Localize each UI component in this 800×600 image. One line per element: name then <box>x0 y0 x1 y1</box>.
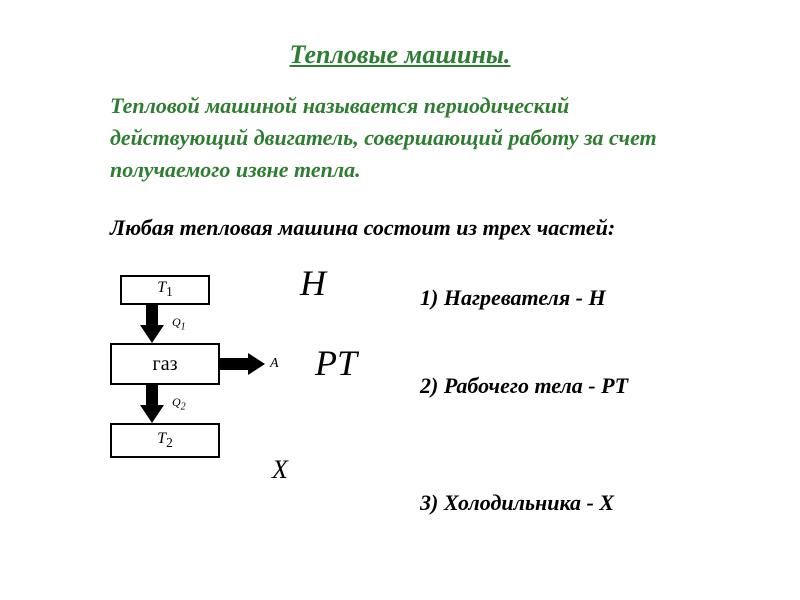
three-parts-subtitle: Любая тепловая машина состоит из трех ча… <box>110 215 750 241</box>
arrow-q1-icon <box>140 305 164 343</box>
letter-H: Н <box>300 262 326 304</box>
heat-engine-diagram: T1 Q1 газ A Q2 T2 Н РТ Х <box>110 260 360 560</box>
list-item-2: 2) Рабочего тела - РТ <box>420 373 628 399</box>
q1-label: Q1 <box>172 315 186 332</box>
q2-label: Q2 <box>172 395 186 412</box>
list-item-3: 3) Холодильника - Х <box>420 490 614 516</box>
definition-text: Тепловой машиной называется периодически… <box>110 90 710 186</box>
arrow-q2-icon <box>140 385 164 423</box>
cooler-box: T2 <box>110 423 220 458</box>
arrow-work-icon <box>220 353 265 375</box>
letter-X: Х <box>272 455 288 485</box>
work-a-label: A <box>270 356 279 372</box>
box2-label: газ <box>153 353 178 376</box>
page-title: Тепловые машины. <box>0 40 800 70</box>
box1-label: T1 <box>157 279 173 300</box>
list-item-1: 1) Нагревателя - Н <box>420 285 606 311</box>
letter-PT: РТ <box>315 342 357 384</box>
working-body-box: газ <box>110 343 220 385</box>
heater-box: T1 <box>120 275 210 305</box>
box3-label: T2 <box>157 430 173 451</box>
